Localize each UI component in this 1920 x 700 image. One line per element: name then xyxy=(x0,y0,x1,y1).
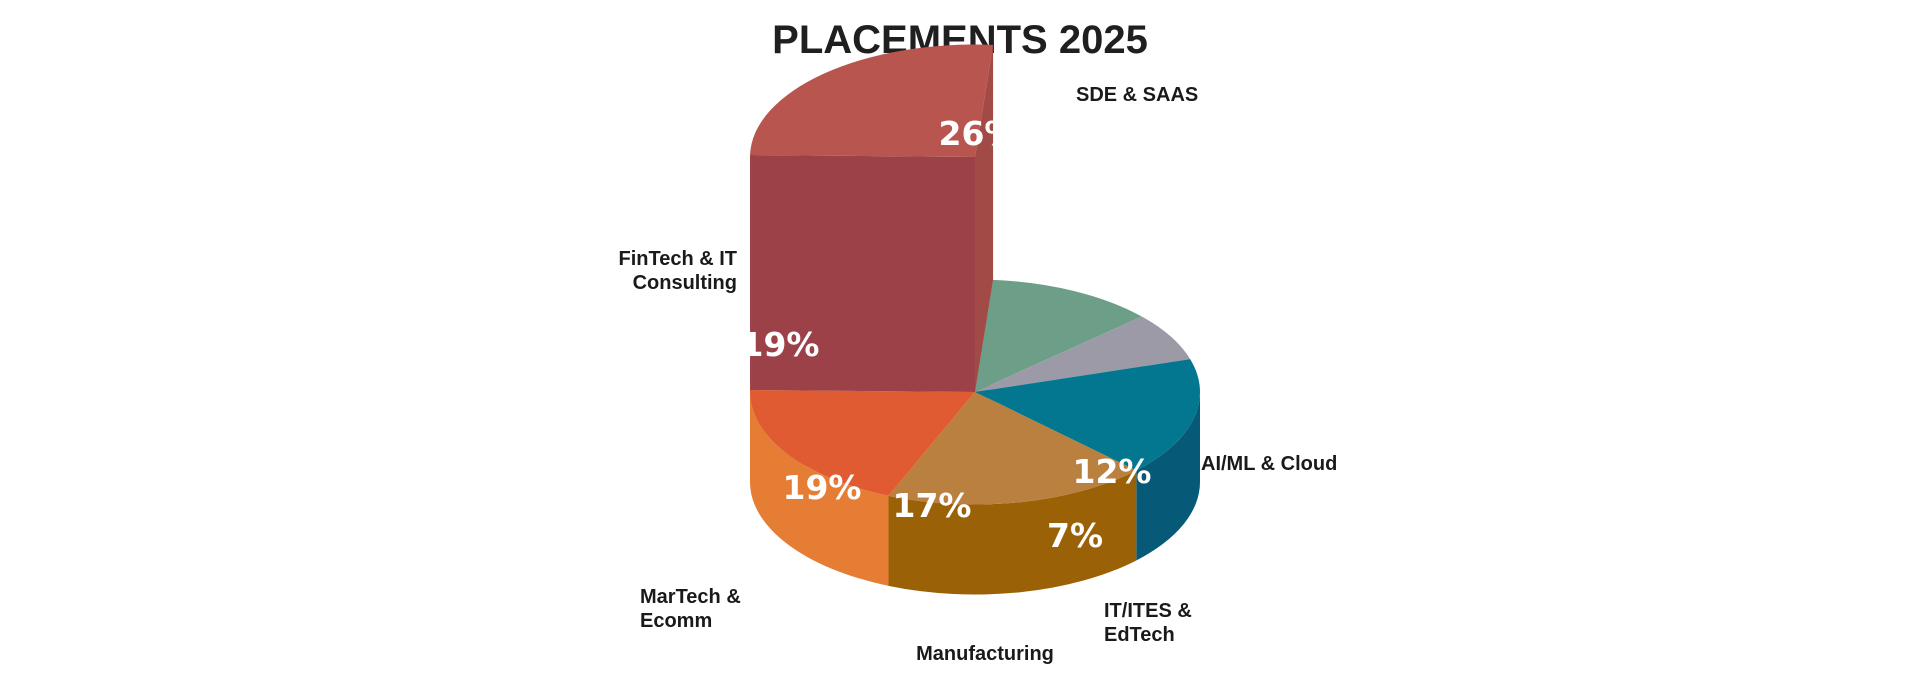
category-label-ai-ml-cloud: AI/ML & Cloud xyxy=(1201,453,1337,475)
slice-sde-saas xyxy=(750,44,994,393)
slice-face-right-sde-saas xyxy=(975,44,994,393)
category-label-line: IT/ITES & xyxy=(1104,600,1192,622)
category-label-line: Consulting xyxy=(633,272,737,294)
category-label-line: MarTech & xyxy=(640,586,741,608)
labels-layer: 26% SDE & SAAS 12% AI/ML & Cloud 7% IT/ITES &… xyxy=(618,84,1337,665)
slice-it-ites-edtech xyxy=(975,316,1191,392)
slice-top-sde-saas xyxy=(750,44,994,157)
slice-side-fintech-it-consulting xyxy=(750,392,889,586)
data-label-martech-ecomm: 19% xyxy=(783,468,862,507)
category-label-sde-saas: SDE & SAAS xyxy=(1076,84,1198,106)
slices-layer xyxy=(750,44,1200,595)
category-label-line: FinTech & IT xyxy=(618,248,737,270)
category-label-line: Ecomm xyxy=(640,610,712,632)
category-label-line: EdTech xyxy=(1104,624,1175,646)
slice-face-left-sde-saas xyxy=(750,155,975,392)
data-label-fintech-it-consulting: 19% xyxy=(741,325,820,364)
slice-top-manufacturing xyxy=(975,359,1200,471)
slice-top-fintech-it-consulting xyxy=(750,390,975,496)
data-label-ai-ml-cloud: 12% xyxy=(1073,452,1152,491)
category-label-line: SDE & SAAS xyxy=(1076,84,1198,106)
category-label-it-ites-edtech: IT/ITES & EdTech xyxy=(1104,600,1192,646)
category-label-manufacturing: Manufacturing xyxy=(916,643,1054,665)
category-label-line: AI/ML & Cloud xyxy=(1201,453,1337,475)
slice-top-ai-ml-cloud xyxy=(975,279,1142,392)
data-label-it-ites-edtech: 7% xyxy=(1047,516,1103,555)
category-label-fintech-it-consulting: FinTech & IT Consulting xyxy=(618,248,737,294)
slice-martech-ecomm xyxy=(888,392,1137,595)
slice-fintech-it-consulting xyxy=(750,390,975,586)
slice-manufacturing xyxy=(975,359,1200,561)
slice-side-martech-ecomm xyxy=(888,470,1137,595)
category-label-martech-ecomm: MarTech & Ecomm xyxy=(640,586,741,632)
data-label-manufacturing: 17% xyxy=(893,486,972,525)
data-label-sde-saas: 26% xyxy=(939,114,1018,153)
slice-side-manufacturing xyxy=(1136,392,1200,561)
slice-top-martech-ecomm xyxy=(888,392,1137,505)
category-label-line: Manufacturing xyxy=(916,643,1054,665)
slice-top-it-ites-edtech xyxy=(975,316,1191,392)
